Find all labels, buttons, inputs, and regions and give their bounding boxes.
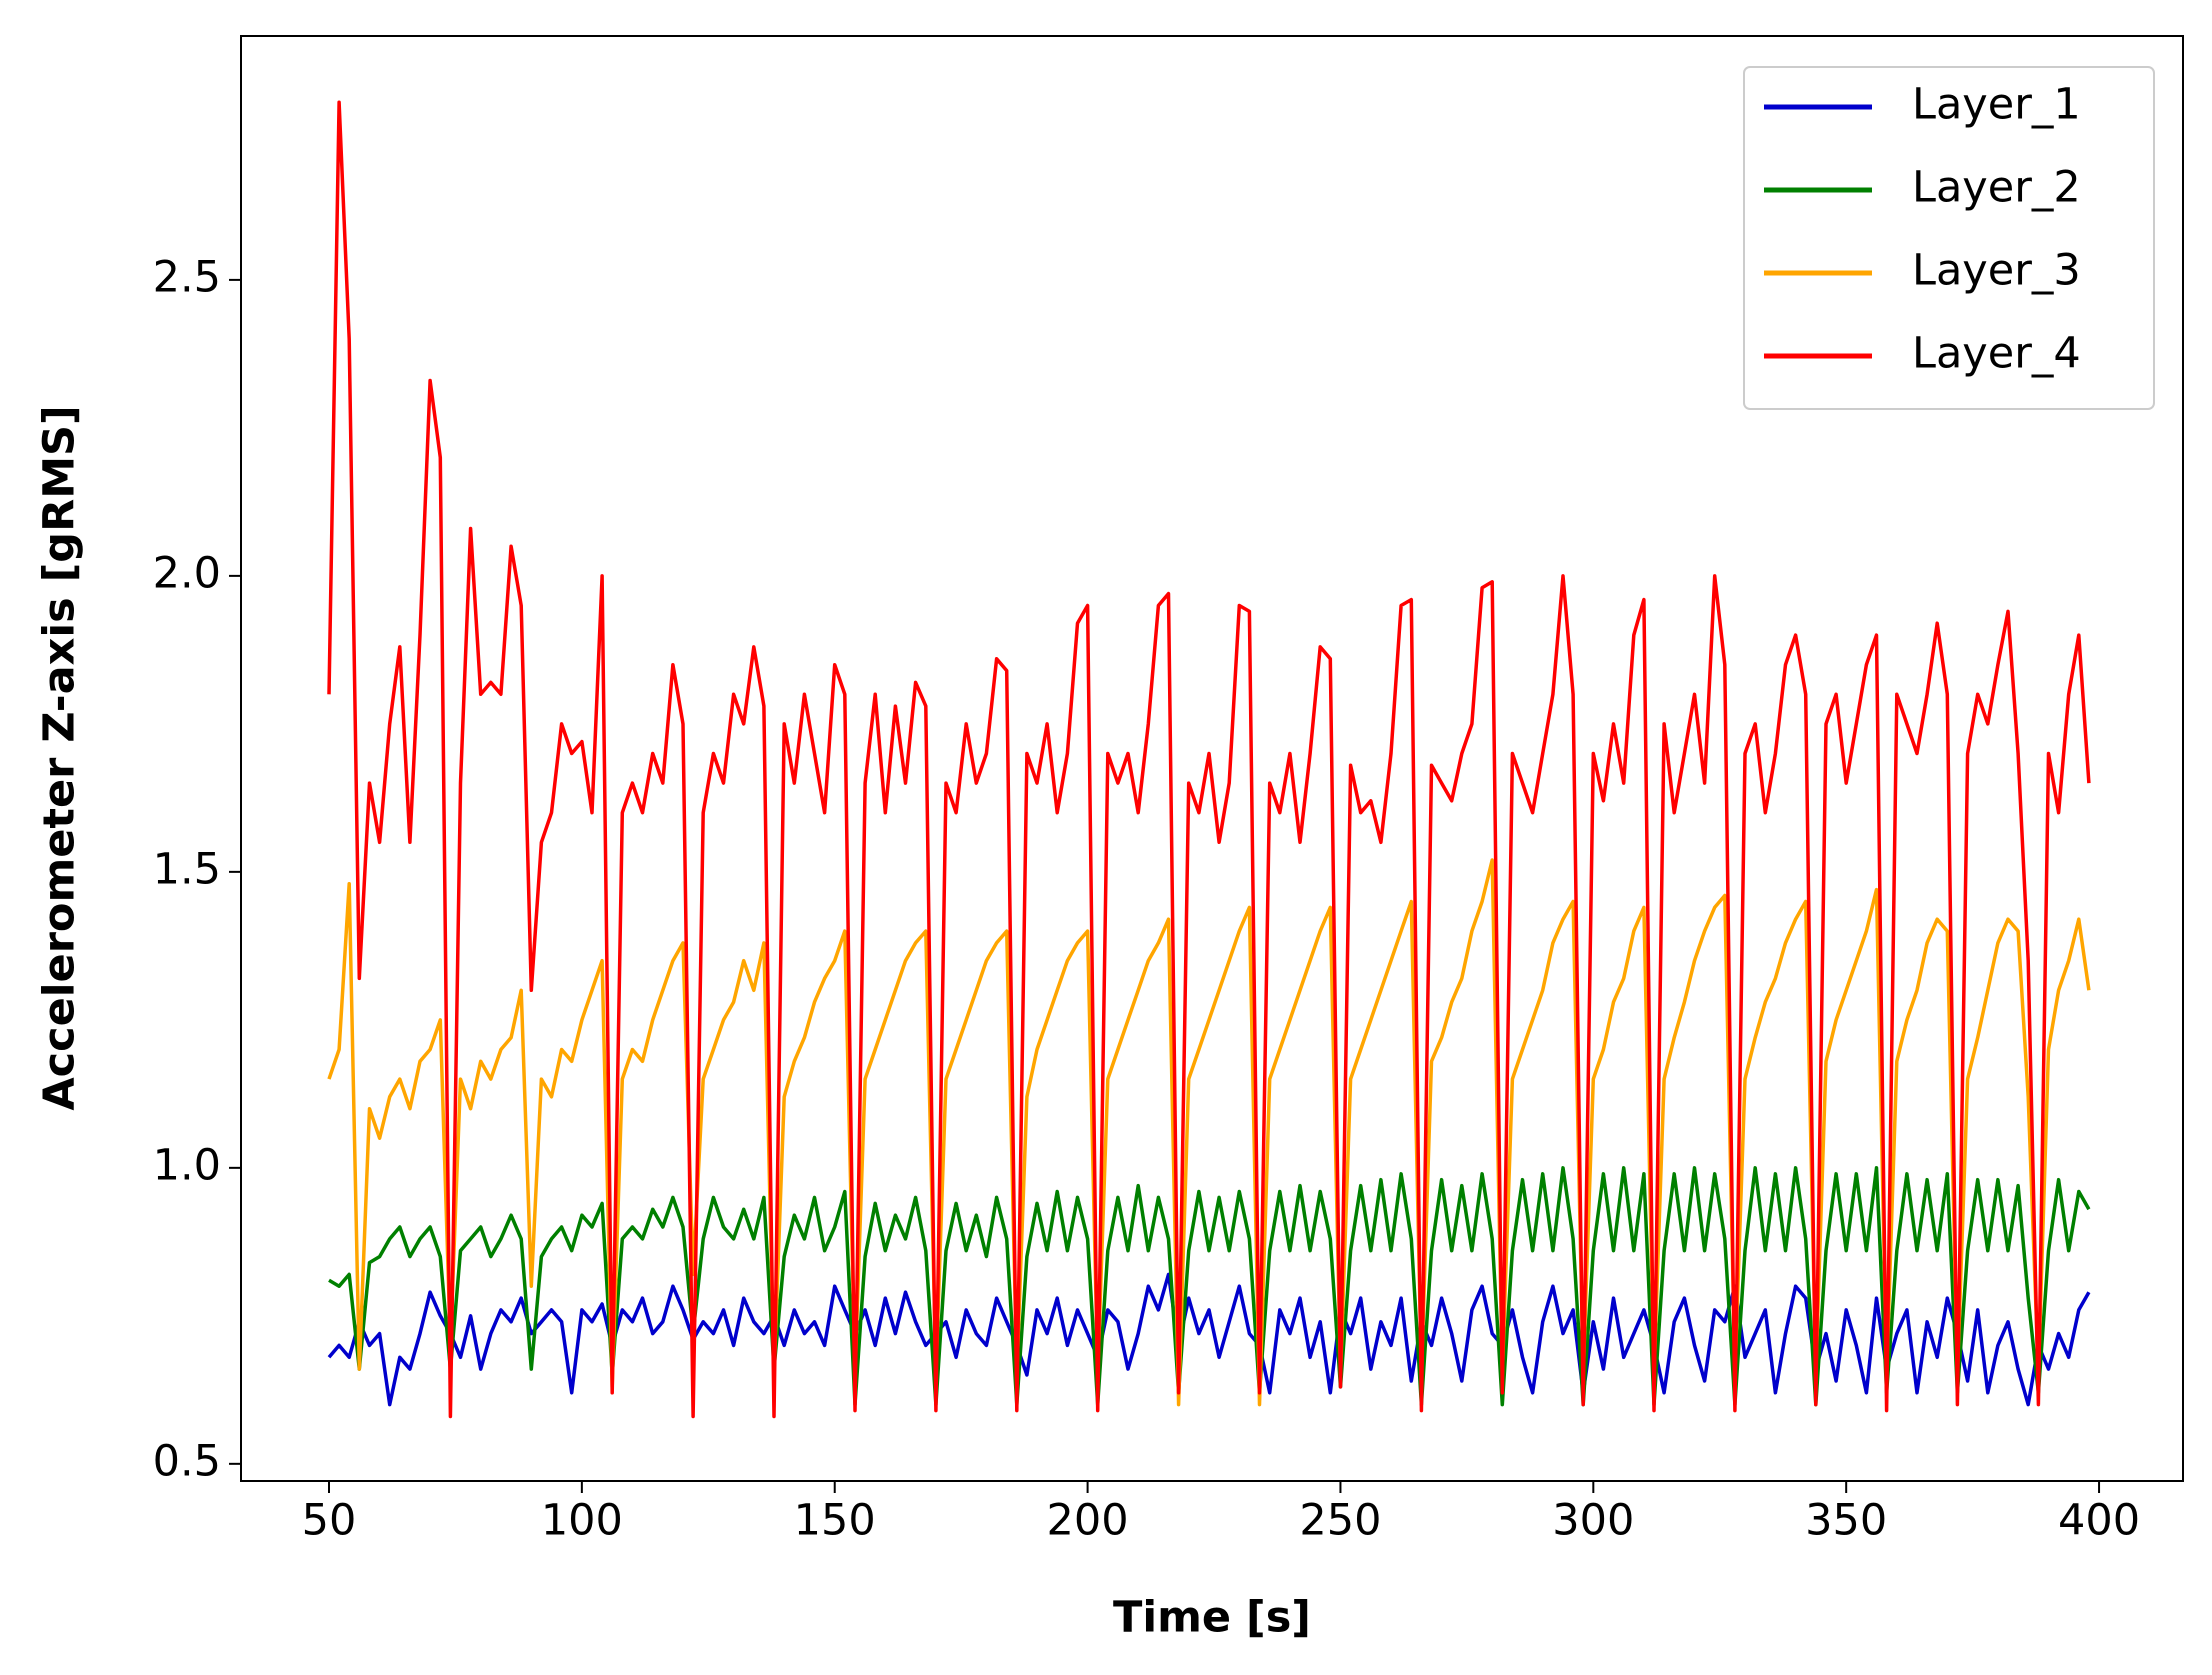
x-tick-label: 100 (541, 1496, 623, 1546)
x-tick-label: 200 (1047, 1496, 1129, 1546)
series-line (327, 1272, 2091, 1407)
y-tick-label: 0.5 (153, 1436, 221, 1486)
legend-label: Layer_4 (1912, 329, 2081, 379)
x-tick-label: 250 (1299, 1496, 1381, 1546)
series-line (327, 100, 2091, 1419)
legend-label: Layer_2 (1912, 163, 2081, 213)
y-tick-label: 1.0 (153, 1140, 221, 1190)
series-line (328, 1166, 2091, 1407)
legend-label: Layer_1 (1912, 80, 2081, 130)
x-axis-label: Time [s] (1113, 1593, 1311, 1643)
x-tick-label: 150 (794, 1496, 876, 1546)
plot-frame (240, 35, 2184, 1482)
series-line (327, 858, 2091, 1407)
x-tick-label: 50 (302, 1496, 357, 1546)
x-tick-label: 350 (1805, 1496, 1887, 1546)
y-tick-label: 1.5 (153, 844, 221, 894)
x-tick-label: 300 (1552, 1496, 1634, 1546)
y-tick-label: 2.5 (153, 252, 221, 302)
legend-label: Layer_3 (1912, 246, 2081, 296)
x-tick-label: 400 (2058, 1496, 2140, 1546)
y-axis-label: Accelerometer Z-axis [gRMS] (35, 405, 85, 1110)
legend-box (1743, 66, 2155, 410)
y-tick-label: 2.0 (153, 548, 221, 598)
